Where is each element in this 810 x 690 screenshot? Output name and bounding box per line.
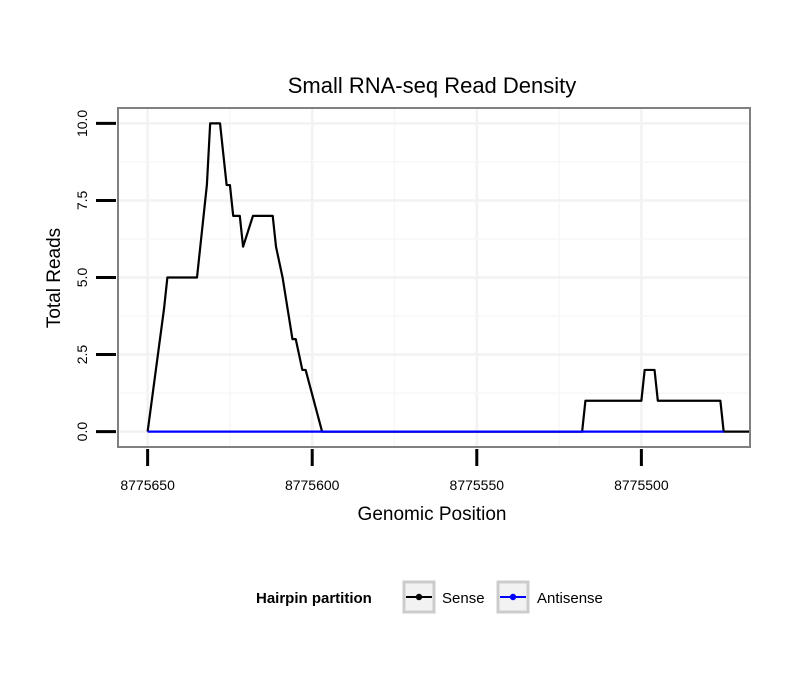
y-tick-label: 0.0 <box>74 422 90 442</box>
legend: Hairpin partition Sense Antisense <box>256 580 603 614</box>
x-tick-label: 8775650 <box>120 477 175 493</box>
panel-border <box>117 107 751 448</box>
x-tick-label: 8775600 <box>285 477 340 493</box>
x-axis: 8775650 8775600 8775550 8775500 <box>120 449 669 493</box>
x-tick-label: 8775500 <box>614 477 669 493</box>
y-tick-label: 2.5 <box>74 345 90 365</box>
x-tick-label: 8775550 <box>450 477 505 493</box>
legend-item-antisense: Antisense <box>496 580 603 614</box>
legend-item-sense: Sense <box>402 580 485 614</box>
y-tick-label: 10.0 <box>74 110 90 137</box>
legend-title: Hairpin partition <box>256 590 372 607</box>
plot-panel <box>117 107 751 448</box>
y-axis: 0.0 2.5 5.0 7.5 10.0 <box>74 110 116 442</box>
y-tick-label: 5.0 <box>74 268 90 288</box>
y-axis-title: Total Reads <box>44 228 65 328</box>
series-layer <box>146 122 750 433</box>
chart-title: Small RNA-seq Read Density <box>288 73 577 98</box>
legend-swatch-point-sense <box>415 593 423 601</box>
legend-label-sense: Sense <box>442 590 485 607</box>
legend-label-antisense: Antisense <box>537 590 603 607</box>
y-tick-label: 7.5 <box>74 191 90 211</box>
x-axis-title: Genomic Position <box>358 504 507 525</box>
legend-swatch-point-antisense <box>509 593 517 601</box>
